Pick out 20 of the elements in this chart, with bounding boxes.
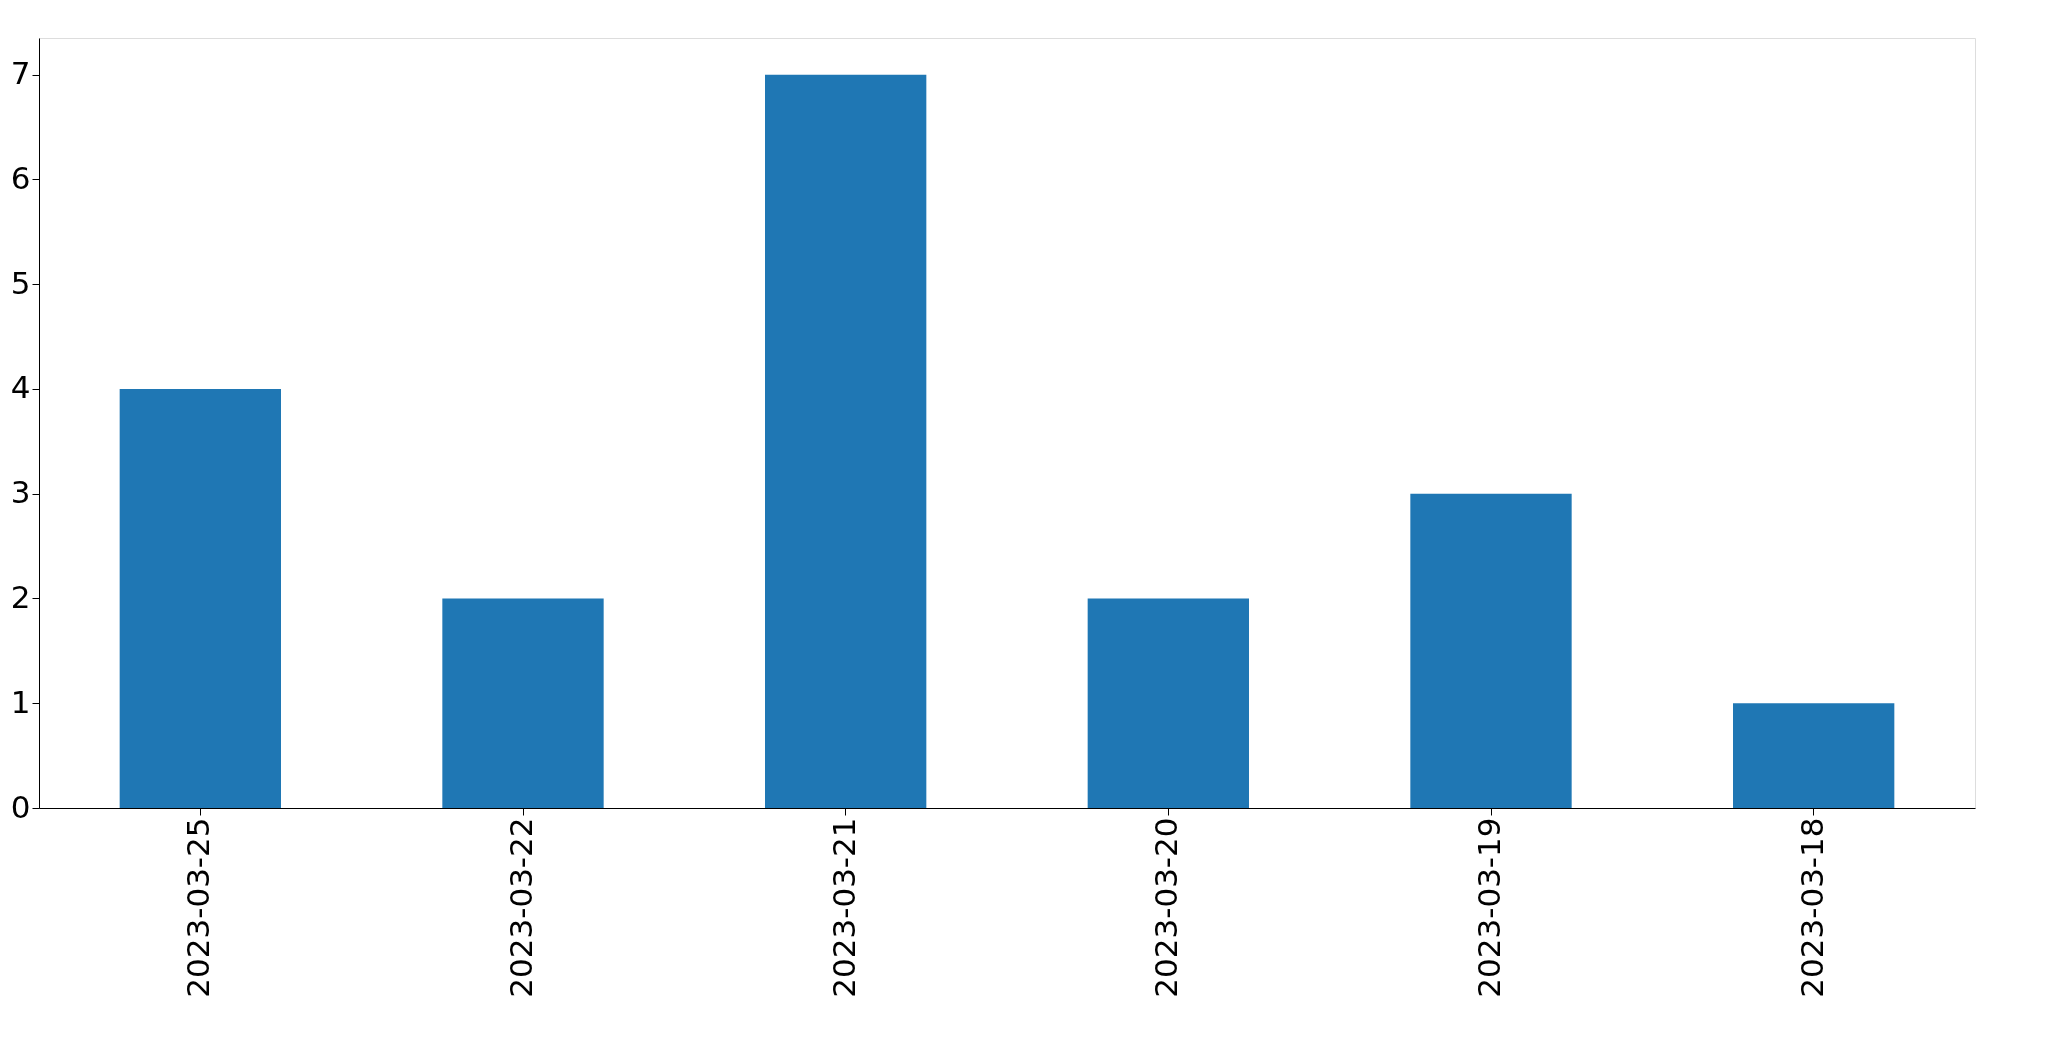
bar: [442, 598, 604, 808]
y-tick-label: 7: [10, 55, 31, 92]
bar: [1087, 598, 1249, 808]
x-tick-label: 2023-03-19: [1471, 817, 1507, 998]
x-tick-label: 2023-03-21: [825, 817, 862, 998]
bar: [765, 74, 927, 808]
bar: [1733, 703, 1895, 808]
x-tick-label: 2023-03-22: [503, 817, 539, 998]
y-tick-label: 2: [10, 578, 31, 615]
y-tick-label: 5: [10, 264, 31, 301]
x-tick-label: 2023-03-18: [1793, 817, 1830, 998]
x-tick-label: 2023-03-25: [180, 817, 217, 998]
y-tick-label: 3: [10, 474, 31, 511]
y-tick-label: 0: [10, 788, 31, 825]
bar: [1410, 493, 1572, 808]
y-tick-label: 4: [10, 369, 31, 406]
bar: [119, 388, 281, 808]
y-tick-label: 1: [10, 683, 31, 720]
y-tick-label: 6: [10, 159, 31, 196]
x-tick-label: 2023-03-20: [1148, 817, 1185, 998]
